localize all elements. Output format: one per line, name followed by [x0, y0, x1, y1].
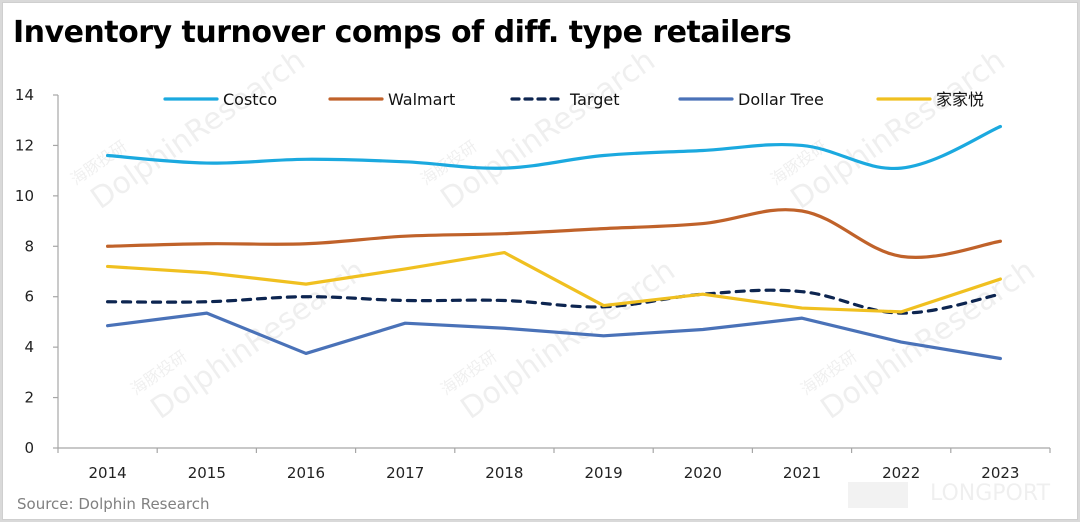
legend-item: Costco [163, 90, 277, 109]
legend-label: Costco [223, 90, 277, 109]
y-tick-label: 10 [15, 187, 34, 205]
x-tick-label: 2014 [89, 464, 127, 482]
x-tick-label: 2022 [882, 464, 920, 482]
legend: Costco Walmart Target Dollar Tree 家家悦 [163, 90, 984, 109]
y-tick-label: 12 [15, 136, 34, 154]
watermark-text: DolphinResearch [815, 253, 1042, 427]
legend-label: Dollar Tree [738, 90, 824, 109]
watermark-logo [848, 482, 908, 508]
y-tick-label: 14 [15, 86, 34, 104]
source-note: Source: Dolphin Research [17, 495, 210, 513]
series-line-costco [106, 124, 1002, 171]
watermark-longport: LONGPORT [930, 481, 1051, 506]
chart-title: Inventory turnover comps of diff. type r… [13, 15, 792, 50]
legend-item: Walmart [328, 90, 455, 109]
series-line-target [106, 288, 1002, 315]
x-tick-label: 2021 [783, 464, 821, 482]
watermark-text: DolphinResearch [785, 43, 1012, 217]
y-tick-label: 0 [24, 439, 34, 457]
x-tick-label: 2023 [981, 464, 1019, 482]
legend-item: Target [510, 90, 620, 109]
legend-item: 家家悦 [876, 90, 984, 109]
x-tick-label: 2019 [585, 464, 623, 482]
watermark-text: DolphinResearch [435, 43, 662, 217]
legend-label: Target [569, 90, 620, 109]
x-tick-label: 2017 [386, 464, 424, 482]
watermark-text: DolphinResearch [455, 253, 682, 427]
axes: 0 2 4 6 8 10 12 14 2014 2015 2016 2017 2018 2019 2020 2… [15, 86, 1051, 482]
series-line-家家悦 [106, 250, 1002, 314]
series-line-walmart [106, 208, 1002, 259]
y-tick-label: 6 [24, 288, 34, 306]
series-line-dollar-tree [106, 311, 1002, 361]
legend-label: 家家悦 [936, 90, 984, 109]
y-tick-label: 4 [24, 338, 34, 356]
x-tick-label: 2016 [287, 464, 325, 482]
legend-item: Dollar Tree [678, 90, 824, 109]
y-tick-label: 2 [24, 389, 34, 407]
watermark-text: DolphinResearch [85, 43, 312, 217]
x-tick-label: 2015 [188, 464, 226, 482]
y-tick-label: 8 [24, 237, 34, 255]
x-tick-label: 2018 [485, 464, 523, 482]
legend-label: Walmart [388, 90, 455, 109]
x-tick-label: 2020 [684, 464, 722, 482]
series-layer [106, 124, 1002, 361]
